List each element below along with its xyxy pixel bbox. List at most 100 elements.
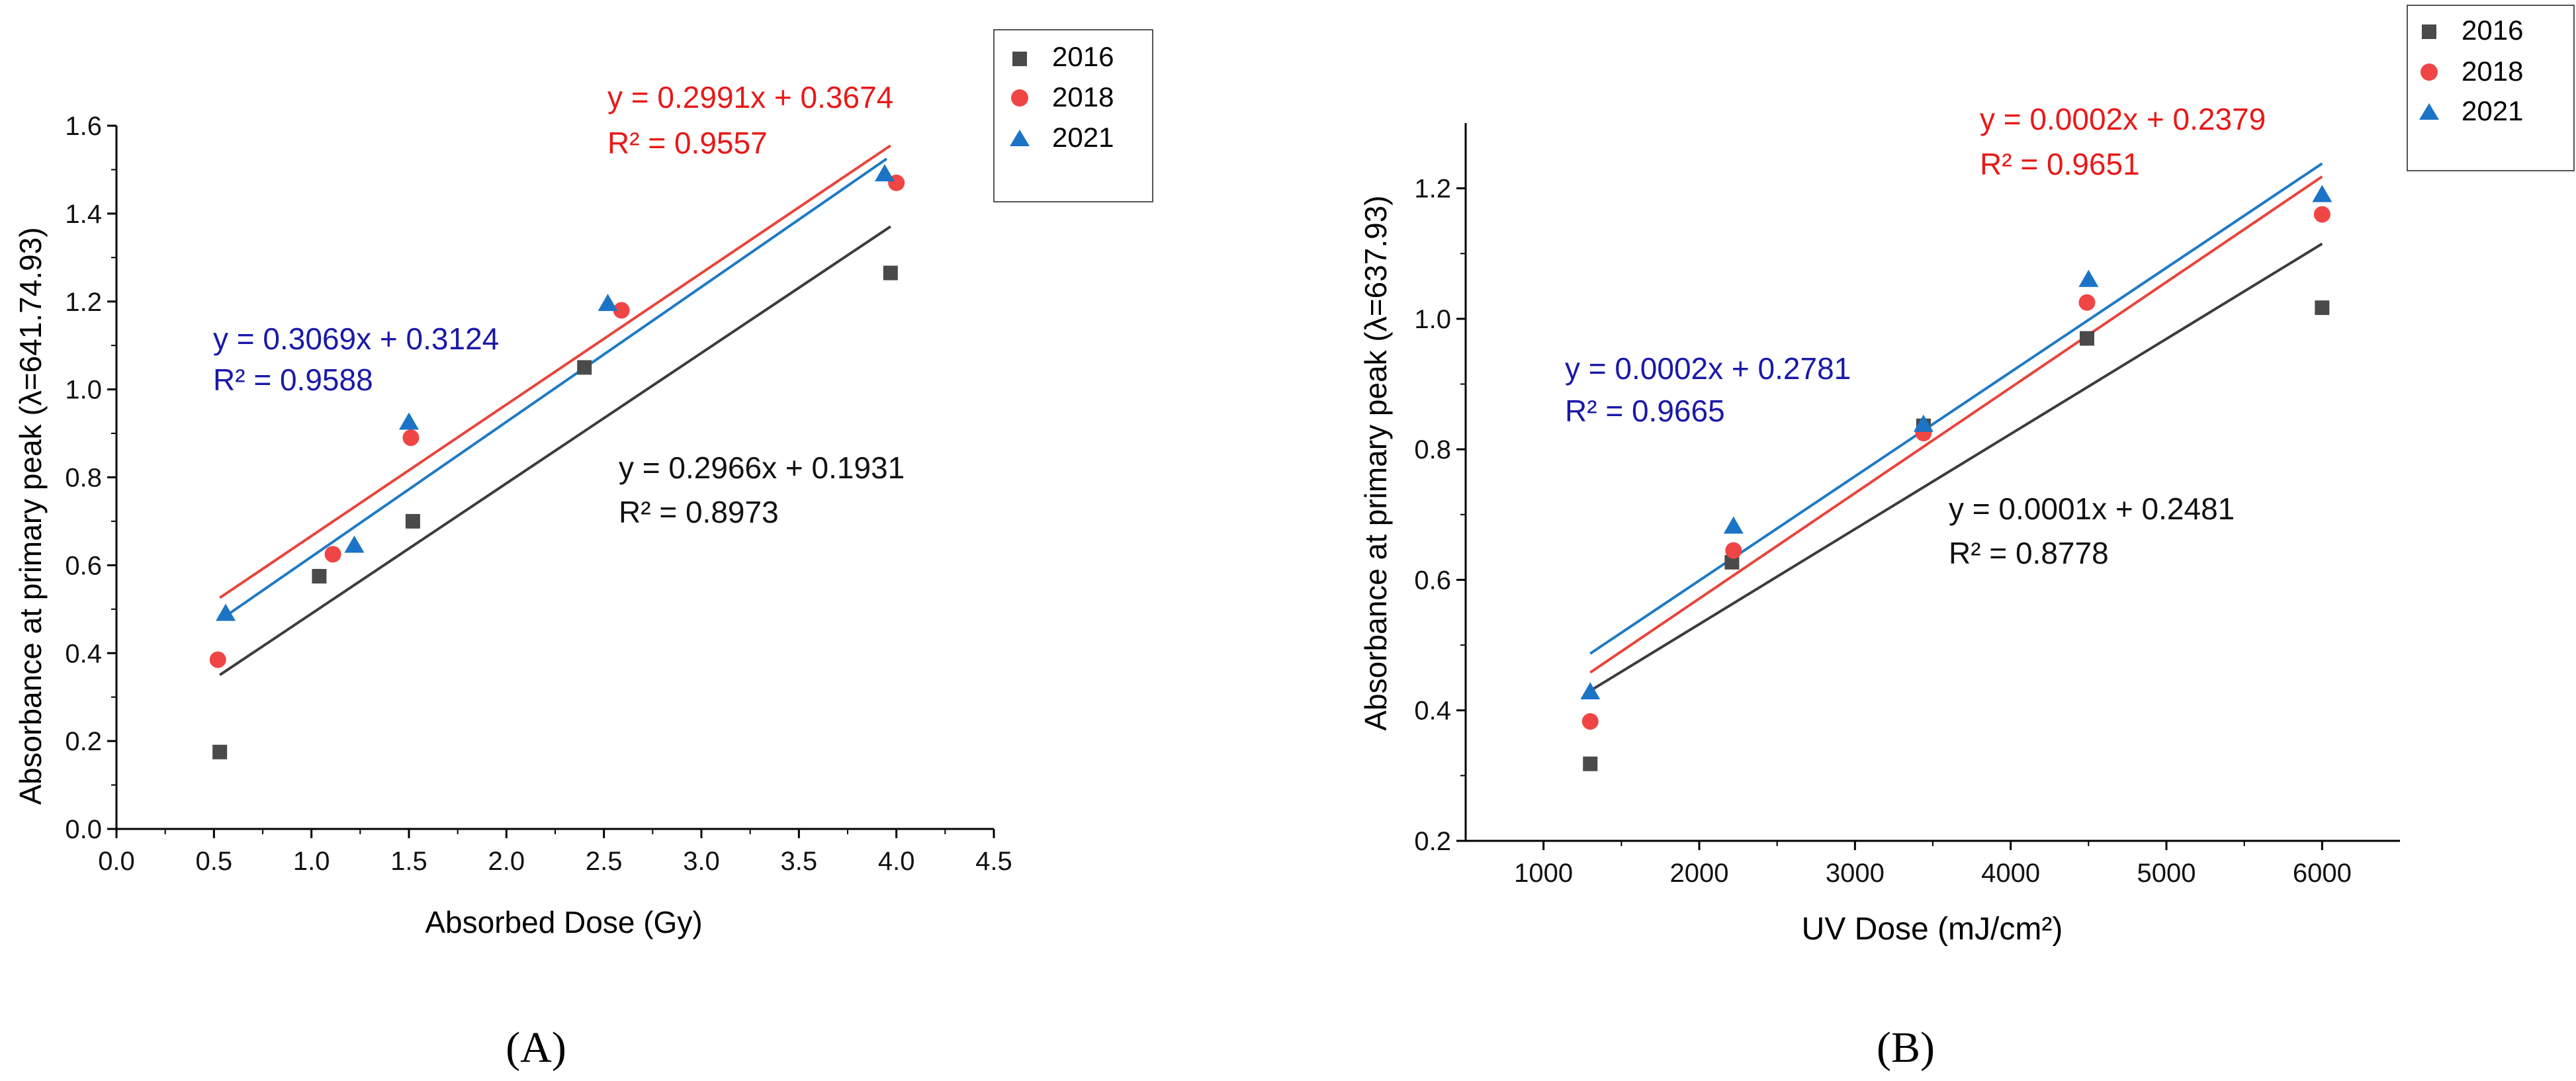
panel-a-y-tick-label: 0.2 (65, 727, 102, 756)
panel-a-y-tick-label: 1.2 (65, 288, 102, 317)
panel-a-data-points (209, 164, 905, 759)
panel-b-point-2018 (2078, 294, 2096, 311)
panel-a-r2-2016: R² = 0.8973 (619, 495, 779, 529)
panel-a-legend-label-2018: 2018 (1052, 81, 1114, 112)
panel-b-point-2021 (1913, 414, 1933, 432)
panel-a-point-2018 (209, 651, 226, 668)
panel-b-point-2016 (2315, 300, 2330, 316)
panel-b-fit-line-2016 (1589, 242, 2323, 692)
panel-b-point-2018 (2313, 206, 2331, 223)
panel-b-fit-line-2018 (1589, 175, 2323, 674)
panel-a-x-axis-label: Absorbed Dose (Gy) (425, 905, 702, 939)
panel-b-y-tick-label: 1.2 (1414, 175, 1451, 204)
panel-b-legend: 2016 2018 2021 (2407, 5, 2575, 171)
panel-a-point-2021 (874, 164, 895, 182)
panel-a-x-tick-label: 4.0 (878, 847, 915, 876)
panel-b-legend-label-2021: 2021 (2462, 95, 2523, 126)
panel-a-x-tick-label: 0.0 (98, 847, 135, 876)
panel-a-y-tick-label: 1.6 (65, 112, 102, 141)
panel-b-x-tick-label: 6000 (2293, 859, 2352, 888)
panel-a-point-2021 (216, 603, 236, 621)
panel-a-legend-label-2021: 2021 (1052, 122, 1114, 153)
panel-b-point-2016 (2079, 331, 2094, 346)
panel-a-fit-line-2018 (219, 144, 891, 599)
panel-b-r2-2016: R² = 0.8778 (1949, 536, 2109, 570)
panel-a-point-2016 (577, 360, 592, 375)
panel-b-point-2021 (1580, 682, 1601, 700)
panel-b-point-2016 (1583, 756, 1598, 771)
panel-b-r2-2018: R² = 0.9651 (1980, 147, 2140, 181)
panel-b-y-tick-label: 0.4 (1414, 697, 1451, 726)
panel-b-legend-marker-2018 (2421, 64, 2438, 81)
panel-a-x-tick-label: 4.5 (975, 847, 1012, 876)
panel-b-chart: 1000 2000 3000 4000 5000 6000 0.2 0.4 0.6 0.8 1.0 1… (1358, 5, 2575, 1072)
panel-a-y-axis-label: Absorbance at primary peak (λ=641.74.93) (13, 227, 48, 804)
panel-a-point-2018 (613, 302, 630, 319)
panel-a-y-tick-label: 0.4 (65, 639, 102, 668)
panel-a-x-tick-label: 2.5 (586, 847, 623, 876)
panel-a-point-2016 (312, 568, 327, 584)
panel-a-legend-marker-2018 (1011, 89, 1028, 107)
panel-a-legend: 2016 2018 2021 (993, 29, 1153, 202)
panel-b-x-tick-label: 4000 (1981, 859, 2040, 888)
panel-a-point-2021 (598, 294, 618, 312)
panel-b-x-tick-label: 1000 (1514, 859, 1573, 888)
panel-b-r2-2021: R² = 0.9665 (1565, 394, 1725, 428)
panel-a-point-2016 (883, 265, 898, 281)
panel-a-point-2016 (405, 513, 420, 529)
panel-b-legend-label-2016: 2016 (2462, 15, 2523, 46)
panel-a-x-tick-label: 0.5 (196, 847, 233, 876)
panel-b-y-tick-label: 0.6 (1414, 566, 1451, 595)
panel-a-point-2018 (324, 546, 341, 563)
panel-b-point-2018 (1581, 713, 1599, 730)
panel-b-fit-line-2021 (1589, 162, 2323, 655)
panel-b-label: (B) (1877, 1023, 1935, 1072)
panel-a-label: (A) (506, 1023, 566, 1072)
panel-b-y-tick-label: 0.8 (1414, 435, 1451, 464)
panel-b-point-2021 (2078, 269, 2099, 287)
panel-b-point-2016 (1724, 554, 1740, 570)
panel-a-y-tick-label: 1.0 (65, 376, 102, 405)
panel-a-axes: 0.0 0.5 1.0 1.5 2.0 2.5 3.0 3.5 4.0 4.5 0.0 0.2 0.4 0… (65, 112, 1012, 876)
panel-b-x-tick-label: 3000 (1826, 859, 1885, 888)
panel-b-x-tick-label: 5000 (2137, 859, 2196, 888)
panel-b-data-points (1580, 185, 2332, 771)
panel-a-r2-2018: R² = 0.9557 (607, 126, 768, 160)
panel-b-eq-2016: y = 0.0001x + 0.2481 (1949, 492, 2235, 526)
panel-a-point-2018 (402, 429, 420, 447)
panel-a-legend-label-2016: 2016 (1052, 41, 1114, 72)
panel-a-y-tick-label: 0.8 (65, 464, 102, 493)
panel-b-fit-lines (1589, 162, 2323, 692)
panel-a-fit-lines (219, 144, 891, 676)
panel-b-legend-label-2018: 2018 (2462, 56, 2523, 87)
panel-b-point-2018 (1725, 542, 1742, 559)
panel-a-x-tick-label: 3.0 (683, 847, 720, 876)
panel-b-y-axis-label: Absorbance at primary peak (λ=637.93) (1358, 195, 1393, 730)
panel-b-legend-marker-2021 (2419, 103, 2439, 120)
panel-b-y-tick-label: 1.0 (1414, 305, 1451, 334)
panel-a-x-tick-label: 3.5 (781, 847, 818, 876)
panel-b-point-2021 (1723, 516, 1744, 534)
panel-b-eq-2021: y = 0.0002x + 0.2781 (1565, 351, 1851, 386)
panel-a-legend-marker-2016 (1012, 52, 1027, 66)
panel-a-eq-2016: y = 0.2966x + 0.1931 (619, 451, 905, 485)
panel-a-x-tick-label: 1.5 (390, 847, 427, 876)
panel-a-x-tick-label: 2.0 (488, 847, 525, 876)
panel-a-y-tick-label: 0.6 (65, 551, 102, 580)
panel-a-y-tick-label: 1.4 (65, 200, 102, 229)
panel-a-point-2016 (212, 744, 228, 759)
panel-b-axes: 1000 2000 3000 4000 5000 6000 0.2 0.4 0.6 0.8 1.0 1… (1414, 123, 2400, 888)
panel-a-chart: 0.0 0.5 1.0 1.5 2.0 2.5 3.0 3.5 4.0 4.5 0.0 0.2 0.4 0… (13, 29, 1153, 1072)
panel-a-eq-2018: y = 0.2991x + 0.3674 (607, 80, 893, 114)
panel-a-fit-line-2021 (224, 157, 888, 617)
panel-b-eq-2018: y = 0.0002x + 0.2379 (1980, 102, 2266, 136)
panel-a-point-2021 (344, 535, 365, 553)
panel-a-point-2021 (399, 412, 419, 430)
panel-a-y-tick-label: 0.0 (65, 815, 102, 844)
panel-b-x-axis-label: UV Dose (mJ/cm²) (1802, 912, 2063, 947)
panel-a-legend-marker-2021 (1010, 130, 1030, 146)
panel-a-x-tick-label: 1.0 (293, 847, 330, 876)
panel-a-r2-2021: R² = 0.9588 (213, 363, 373, 397)
panel-b-point-2021 (2312, 185, 2332, 202)
